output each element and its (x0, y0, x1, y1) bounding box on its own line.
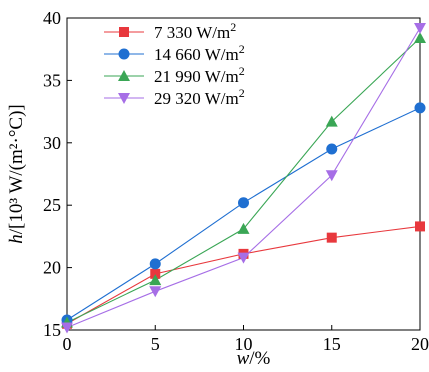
x-axis-label: w/% (237, 348, 271, 369)
data-point (325, 115, 338, 127)
data-point (414, 102, 426, 114)
legend-item: 7 330 W/m2 (104, 20, 236, 42)
x-tick-label: 15 (323, 334, 341, 354)
data-point (238, 197, 249, 209)
data-point (415, 221, 425, 232)
legend-marker (118, 48, 130, 60)
x-tick-label: 0 (63, 334, 72, 354)
y-tick-label: 20 (43, 258, 61, 278)
legend-label: 7 330 W/m2 (154, 20, 236, 42)
y-tick-label: 25 (43, 195, 61, 215)
data-point (149, 258, 161, 270)
data-point (325, 170, 338, 182)
x-tick-label: 10 (235, 334, 253, 354)
data-point (326, 232, 337, 243)
legend-label: 14 660 W/m2 (154, 42, 245, 64)
series-line-2 (66, 107, 421, 321)
x-tick-label: 20 (411, 334, 429, 354)
y-tick-label: 15 (43, 320, 61, 340)
legend-marker (118, 70, 130, 81)
legend-item: 21 990 W/m2 (104, 64, 245, 86)
series-line-1 (66, 225, 421, 325)
axes: 0 5 10 15 20 15 20 25 30 35 40 (43, 8, 429, 354)
data-point (326, 143, 338, 155)
data-point (149, 286, 162, 298)
y-axis-label: h/[10³ W/(m²·°C)] (6, 104, 27, 243)
y-tick-label: 35 (43, 70, 61, 90)
data-point (61, 322, 73, 334)
legend-label: 21 990 W/m2 (154, 64, 245, 86)
series-markers (61, 22, 426, 334)
y-tick-label: 30 (43, 133, 61, 153)
data-point (237, 252, 250, 264)
legend-label: 29 320 W/m2 (154, 86, 245, 108)
x-tick-label: 5 (151, 334, 160, 354)
legend-marker (118, 93, 130, 104)
data-point (414, 22, 426, 34)
data-point (414, 31, 426, 43)
legend-marker (119, 27, 129, 37)
data-point (149, 274, 162, 286)
legend-item: 29 320 W/m2 (104, 86, 245, 108)
y-tick-label: 40 (43, 8, 61, 28)
legend-item: 14 660 W/m2 (104, 42, 245, 64)
data-point (150, 268, 161, 279)
data-point (237, 222, 250, 234)
